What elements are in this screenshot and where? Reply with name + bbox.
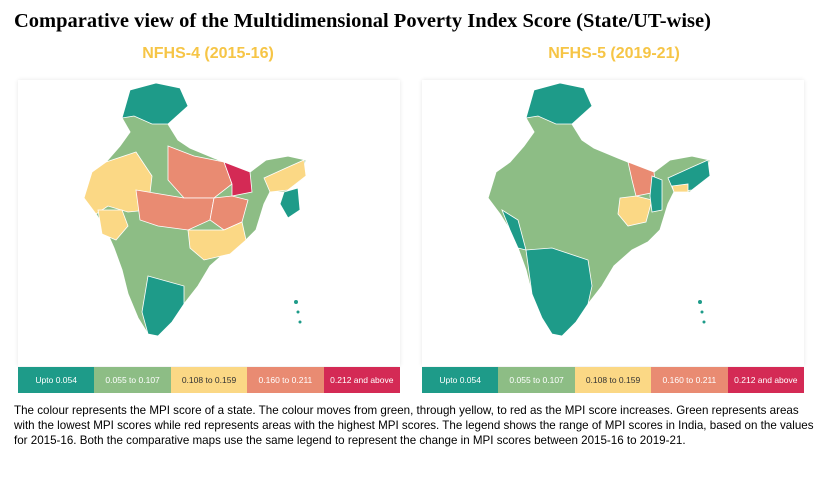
region-ne-east (279, 187, 301, 219)
region-rajasthan (83, 151, 153, 215)
legend-item: 0.055 to 0.107 (498, 367, 575, 393)
caption: The colour represents the MPI score of a… (14, 404, 814, 447)
islands (294, 300, 298, 304)
panel-title-nfhs5: NFHS-5 (2019-21) (548, 45, 680, 62)
map-nfhs4 (18, 80, 400, 366)
region-up (167, 145, 233, 199)
legend-item: 0.055 to 0.107 (94, 367, 171, 393)
region-mp (135, 189, 215, 231)
panel-title-nfhs4: NFHS-4 (2015-16) (142, 45, 274, 62)
chart-title: Comparative view of the Multidimensional… (14, 10, 711, 32)
legend-item: 0.108 to 0.159 (170, 367, 248, 393)
legend-item: 0.160 to 0.211 (651, 367, 728, 393)
legend-item: 0.212 and above (323, 367, 401, 393)
region-bihar (627, 161, 657, 197)
legend-item: 0.160 to 0.211 (247, 367, 324, 393)
region-jk (525, 82, 593, 125)
legend-item: 0.108 to 0.159 (574, 367, 652, 393)
region-odisha (187, 221, 247, 261)
map-nfhs5 (422, 80, 804, 366)
region-wb (649, 175, 663, 213)
region-gujarat (97, 209, 129, 241)
legend-item: Upto 0.054 (18, 367, 95, 393)
region-jharkhand (617, 195, 653, 227)
region-west-coast (501, 209, 527, 251)
region-ne (263, 159, 307, 193)
region-jk (121, 82, 189, 125)
india-outline (487, 82, 711, 337)
region-bihar (223, 161, 253, 197)
region-south (141, 275, 185, 337)
islands (698, 300, 702, 304)
legend-item: Upto 0.054 (422, 367, 499, 393)
region-south (525, 247, 593, 337)
legend-nfhs5: Upto 0.054 0.055 to 0.107 0.108 to 0.159… (422, 367, 805, 393)
region-meghalaya (671, 183, 689, 193)
legend-nfhs4: Upto 0.054 0.055 to 0.107 0.108 to 0.159… (18, 367, 401, 393)
legend-item: 0.212 and above (727, 367, 805, 393)
